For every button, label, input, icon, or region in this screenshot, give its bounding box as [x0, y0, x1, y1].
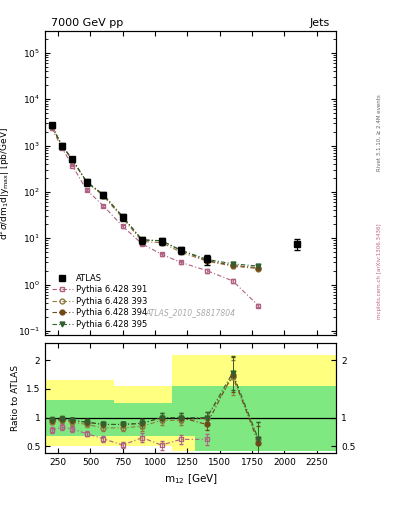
Y-axis label: Ratio to ATLAS: Ratio to ATLAS — [11, 365, 20, 431]
Text: Rivet 3.1.10, ≥ 2.4M events: Rivet 3.1.10, ≥ 2.4M events — [377, 95, 382, 172]
Text: Jets: Jets — [310, 18, 330, 28]
Text: ATLAS_2010_S8817804: ATLAS_2010_S8817804 — [145, 308, 236, 317]
Text: mcplots.cern.ch [arXiv:1306.3436]: mcplots.cern.ch [arXiv:1306.3436] — [377, 224, 382, 319]
X-axis label: m$_{12}$ [GeV]: m$_{12}$ [GeV] — [163, 473, 218, 486]
Y-axis label: d$^2\sigma$/dm$_1$d|y$_\mathrm{max}$| [pb/GeV]: d$^2\sigma$/dm$_1$d|y$_\mathrm{max}$| [p… — [0, 126, 13, 240]
Text: 7000 GeV pp: 7000 GeV pp — [51, 18, 123, 28]
Legend: ATLAS, Pythia 6.428 391, Pythia 6.428 393, Pythia 6.428 394, Pythia 6.428 395: ATLAS, Pythia 6.428 391, Pythia 6.428 39… — [50, 271, 150, 331]
